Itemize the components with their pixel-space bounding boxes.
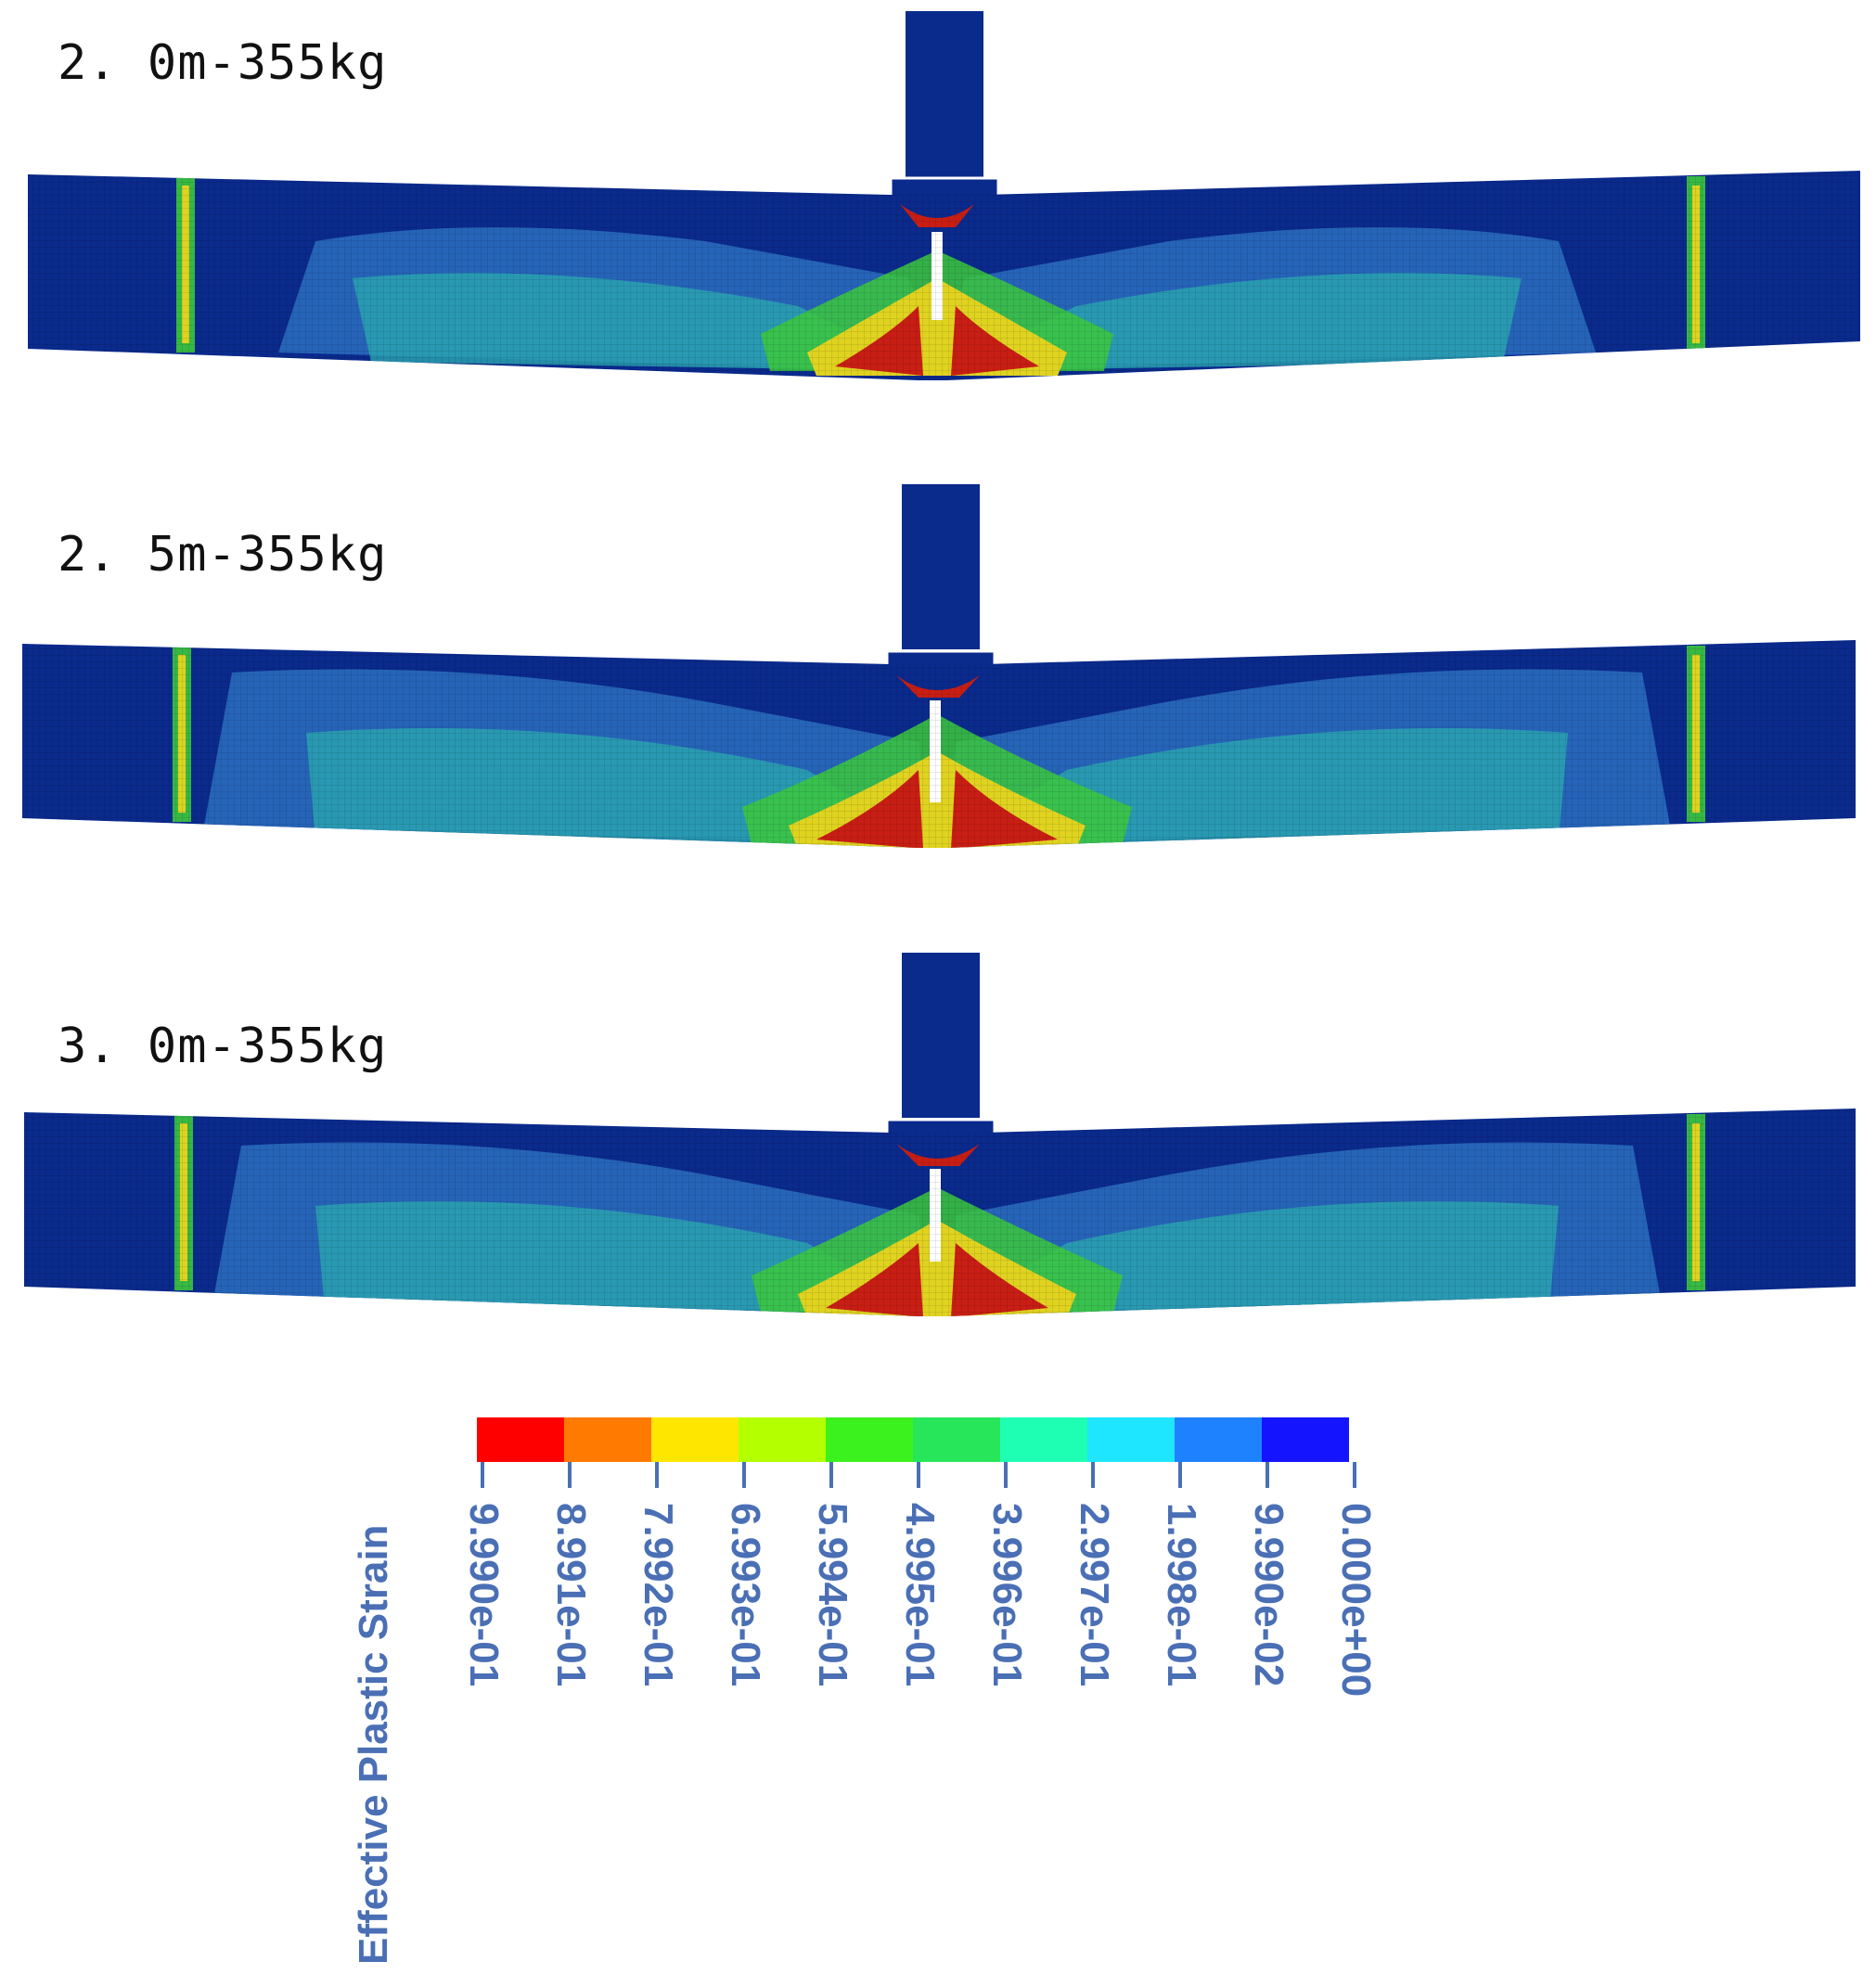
- legend-segment: [1087, 1417, 1175, 1462]
- legend-tick-label: 0.000e+00: [1333, 1503, 1379, 1698]
- legend-tick-label: 6.993e-01: [723, 1503, 768, 1687]
- legend-tick-label: 9.990e-02: [1246, 1503, 1291, 1687]
- beam-panel-1: [28, 11, 1860, 380]
- impactor: [889, 11, 1000, 200]
- legend-segment: [1000, 1417, 1087, 1462]
- legend-segment: [651, 1417, 739, 1462]
- legend-tick-label: 2.997e-01: [1072, 1503, 1117, 1687]
- beam-panel-3: [24, 953, 1856, 1316]
- impactor: [885, 953, 996, 1142]
- legend-tick-label: 7.992e-01: [636, 1503, 681, 1687]
- panel-label-3: 3. 0m-355kg: [58, 1019, 388, 1074]
- beam-body: [24, 1109, 1856, 1316]
- legend-tick-label: 3.996e-01: [984, 1503, 1030, 1687]
- legend-segment: [564, 1417, 651, 1462]
- legend-segment: [477, 1417, 564, 1462]
- legend-segment: [913, 1417, 1000, 1462]
- legend-segment: [1175, 1417, 1262, 1462]
- impactor: [885, 484, 996, 673]
- legend-tick-label: 4.995e-01: [897, 1503, 943, 1687]
- beam-body: [28, 171, 1860, 380]
- legend-tick-label: 8.991e-01: [548, 1503, 594, 1687]
- legend-tick-label: 5.994e-01: [810, 1503, 855, 1687]
- legend-title: Effective Plastic Strain: [351, 1524, 396, 1965]
- legend-segment: [739, 1417, 826, 1462]
- panel-label-2: 2. 5m-355kg: [58, 527, 388, 583]
- legend-segment: [1262, 1417, 1349, 1462]
- legend-color-bar: [477, 1417, 1349, 1462]
- beam-body: [22, 640, 1856, 848]
- beam-panel-2: [22, 484, 1856, 848]
- legend-tick-label: 9.990e-01: [461, 1503, 507, 1687]
- legend-tick-label: 1.998e-01: [1159, 1503, 1204, 1687]
- panel-label-1: 2. 0m-355kg: [58, 35, 388, 91]
- legend-segment: [826, 1417, 913, 1462]
